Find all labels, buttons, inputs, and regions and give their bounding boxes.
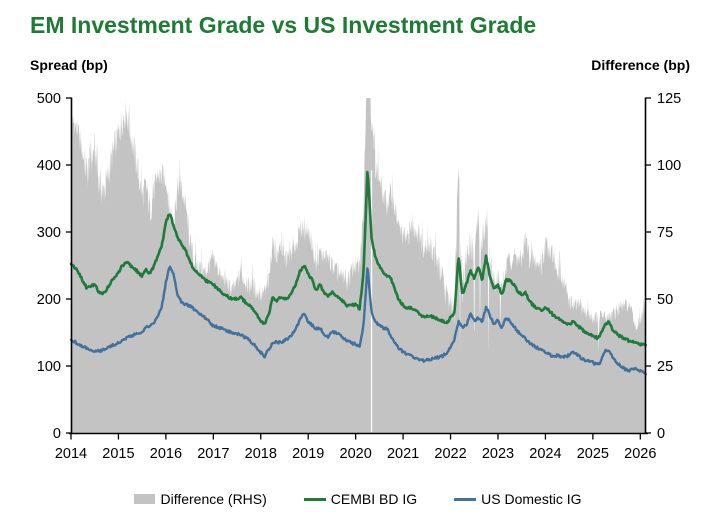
x-axis-tick-label: 2016 [150,446,182,462]
cembi-bd-ig-line [69,170,648,347]
x-axis-tick-label: 2015 [102,446,134,462]
legend-item-difference: Difference (RHS) [134,491,267,507]
x-axis-tick-label: 2024 [529,446,561,462]
right-axis-title: Difference (bp) [591,57,690,73]
x-axis-tick-label: 2020 [340,446,372,462]
legend: Difference (RHS) CEMBI BD IG US Domestic… [0,485,716,513]
us-domestic-ig-line [69,265,647,376]
right-axis-tick-label: 0 [657,426,665,442]
cembi-line-swatch-icon [303,497,326,501]
left-axis-title: Spread (bp) [30,57,108,73]
right-axis-tick-label: 100 [657,158,681,174]
legend-item-cembi: CEMBI BD IG [303,491,418,507]
right-axis-tick-label: 25 [657,359,673,375]
x-axis-tick-label: 2019 [292,446,324,462]
chart-title: EM Investment Grade vs US Investment Gra… [30,12,537,38]
left-axis-tick-label: 500 [37,91,61,107]
difference-area-swatch-icon [134,494,156,504]
x-axis-tick-label: 2025 [577,446,609,462]
right-axis-tick-label: 125 [657,91,681,107]
left-axis-tick-label: 400 [37,158,61,174]
x-axis-tick-label: 2022 [434,446,466,462]
x-axis-tick-label: 2026 [624,446,656,462]
x-axis-tick-label: 2018 [245,446,277,462]
difference-area [71,98,646,433]
x-axis-tick-label: 2014 [55,446,87,462]
right-axis-tick-label: 50 [657,292,673,308]
legend-label-us: US Domestic IG [481,491,582,507]
left-axis-tick-label: 300 [37,225,61,241]
x-axis-tick-label: 2017 [197,446,229,462]
left-axis-tick-label: 0 [53,426,61,442]
right-axis-tick-label: 75 [657,225,673,241]
legend-label-cembi: CEMBI BD IG [330,491,418,507]
x-axis-tick-label: 2021 [387,446,419,462]
legend-item-us: US Domestic IG [454,491,582,507]
x-axis-tick-label: 2023 [482,446,514,462]
legend-label-difference: Difference (RHS) [160,491,267,507]
left-axis-tick-label: 100 [37,359,61,375]
us-line-swatch-icon [454,497,477,501]
left-axis-tick-label: 200 [37,292,61,308]
